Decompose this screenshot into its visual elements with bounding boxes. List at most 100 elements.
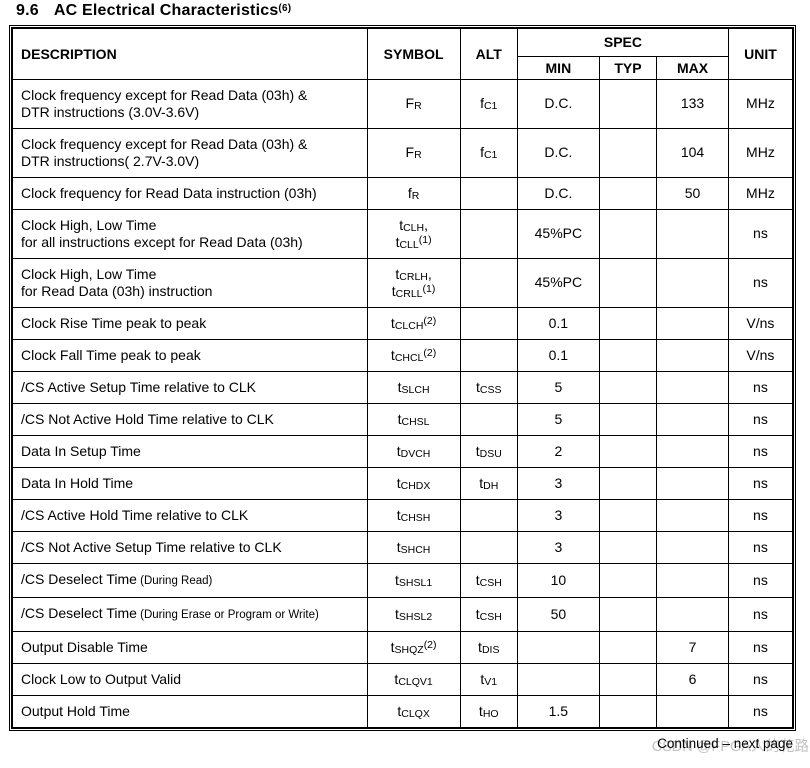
cell-max <box>656 466 729 500</box>
cell-typ <box>598 176 658 210</box>
cell-max <box>656 402 729 436</box>
cell-typ <box>598 694 658 728</box>
cell-min: 10 <box>517 562 600 598</box>
cell-symbol: tCLCH(2) <box>366 306 461 340</box>
cell-max <box>656 562 729 598</box>
cell-description: Clock frequency except for Read Data (03… <box>11 127 368 178</box>
cell-unit: ns <box>727 498 794 532</box>
table-row: Clock High, Low Time for all instructions… <box>11 208 794 259</box>
cell-description: Clock High, Low Time for Read Data (03h) … <box>11 257 368 308</box>
continued-note: Continued – next page <box>657 735 793 751</box>
cell-description: /CS Deselect Time (During Read) <box>11 562 368 598</box>
cell-typ <box>598 562 658 598</box>
cell-alt <box>459 338 518 372</box>
cell-min: 50 <box>517 596 600 632</box>
cell-description: /CS Not Active Hold Time relative to CLK <box>11 402 368 436</box>
table-row: /CS Not Active Hold Time relative to CLK… <box>11 402 794 436</box>
table-row: /CS Not Active Setup Time relative to CL… <box>11 530 794 564</box>
cell-description: Clock Low to Output Valid <box>11 662 368 696</box>
cell-alt: tV1 <box>459 662 518 696</box>
cell-description: Data In Setup Time <box>11 434 368 468</box>
cell-symbol: tSHCH <box>366 530 461 564</box>
cell-min: 45%PC <box>517 257 600 308</box>
cell-symbol: tSHSL2 <box>366 596 461 632</box>
spec-table-wrapper: DESCRIPTION SYMBOL ALT SPEC UNIT MIN TYP… <box>9 25 796 731</box>
cell-min: 3 <box>517 466 600 500</box>
cell-unit: ns <box>727 596 794 632</box>
column-header-typ: TYP <box>598 55 658 80</box>
table-row: Clock Rise Time peak to peak tCLCH(2) 0.1 V… <box>11 306 794 340</box>
cell-description: Clock Fall Time peak to peak <box>11 338 368 372</box>
cell-alt <box>459 257 518 308</box>
cell-typ <box>598 498 658 532</box>
cell-alt <box>459 176 518 210</box>
table-row: Data In Setup Time tDVCH tDSU 2 ns <box>11 434 794 468</box>
cell-symbol: tSHSL1 <box>366 562 461 598</box>
footer: CSDN @FPGA人的花路 Continued – next page <box>0 735 810 757</box>
cell-min: D.C. <box>517 127 600 178</box>
cell-alt <box>459 530 518 564</box>
cell-unit: ns <box>727 530 794 564</box>
cell-max: 50 <box>656 176 729 210</box>
cell-typ <box>598 434 658 468</box>
column-header-alt: ALT <box>459 27 518 80</box>
cell-min: 45%PC <box>517 208 600 259</box>
cell-description: Clock High, Low Time for all instructions… <box>11 208 368 259</box>
cell-unit: MHz <box>727 176 794 210</box>
spec-table-body: Clock frequency except for Read Data (03… <box>11 78 794 728</box>
cell-typ <box>598 257 658 308</box>
cell-max <box>656 498 729 532</box>
cell-unit: ns <box>727 466 794 500</box>
table-row: /CS Active Setup Time relative to CLK tSL… <box>11 370 794 404</box>
cell-min: 3 <box>517 498 600 532</box>
cell-min: 2 <box>517 434 600 468</box>
cell-typ <box>598 466 658 500</box>
cell-symbol: tCLQX <box>366 694 461 728</box>
cell-max <box>656 338 729 372</box>
section-footnote-marker: (6) <box>278 3 292 14</box>
cell-description: Clock frequency for Read Data instructio… <box>11 176 368 210</box>
cell-symbol: tCHCL(2) <box>366 338 461 372</box>
cell-description: /CS Active Hold Time relative to CLK <box>11 498 368 532</box>
spec-table-header: DESCRIPTION SYMBOL ALT SPEC UNIT MIN TYP… <box>11 27 794 80</box>
cell-alt: fC1 <box>459 127 518 178</box>
cell-min: D.C. <box>517 78 600 129</box>
cell-alt: tDIS <box>459 630 518 664</box>
cell-alt: tHO <box>459 694 518 728</box>
cell-min <box>517 662 600 696</box>
cell-unit: ns <box>727 370 794 404</box>
cell-typ <box>598 78 658 129</box>
cell-max: 7 <box>656 630 729 664</box>
cell-min: 0.1 <box>517 306 600 340</box>
cell-min: D.C. <box>517 176 600 210</box>
column-header-symbol: SYMBOL <box>366 27 461 80</box>
cell-max <box>656 208 729 259</box>
cell-max: 6 <box>656 662 729 696</box>
table-row: /CS Active Hold Time relative to CLK tCHS… <box>11 498 794 532</box>
cell-typ <box>598 596 658 632</box>
table-row: /CS Deselect Time (During Erase or Progr… <box>11 596 794 632</box>
cell-max: 133 <box>656 78 729 129</box>
column-header-unit: UNIT <box>727 27 794 80</box>
spec-table: DESCRIPTION SYMBOL ALT SPEC UNIT MIN TYP… <box>11 27 794 729</box>
cell-typ <box>598 530 658 564</box>
cell-max <box>656 434 729 468</box>
cell-unit: ns <box>727 630 794 664</box>
cell-max <box>656 694 729 728</box>
cell-unit: MHz <box>727 78 794 129</box>
cell-symbol: tCRLH, tCRLL(1) <box>366 257 461 308</box>
cell-typ <box>598 306 658 340</box>
cell-unit: ns <box>727 402 794 436</box>
cell-symbol: tCHSH <box>366 498 461 532</box>
section-title-text: AC Electrical Characteristics <box>53 2 279 19</box>
column-header-spec: SPEC <box>517 27 729 57</box>
table-row: Clock frequency except for Read Data (03… <box>11 78 794 129</box>
cell-unit: ns <box>727 662 794 696</box>
section-title: 9.6 AC Electrical Characteristics(6) <box>0 0 810 20</box>
cell-min: 3 <box>517 530 600 564</box>
cell-alt <box>459 402 518 436</box>
cell-description: Output Hold Time <box>11 694 368 728</box>
cell-max <box>656 530 729 564</box>
table-row: Output Disable Time tSHQZ(2) tDIS 7 ns <box>11 630 794 664</box>
cell-max <box>656 306 729 340</box>
